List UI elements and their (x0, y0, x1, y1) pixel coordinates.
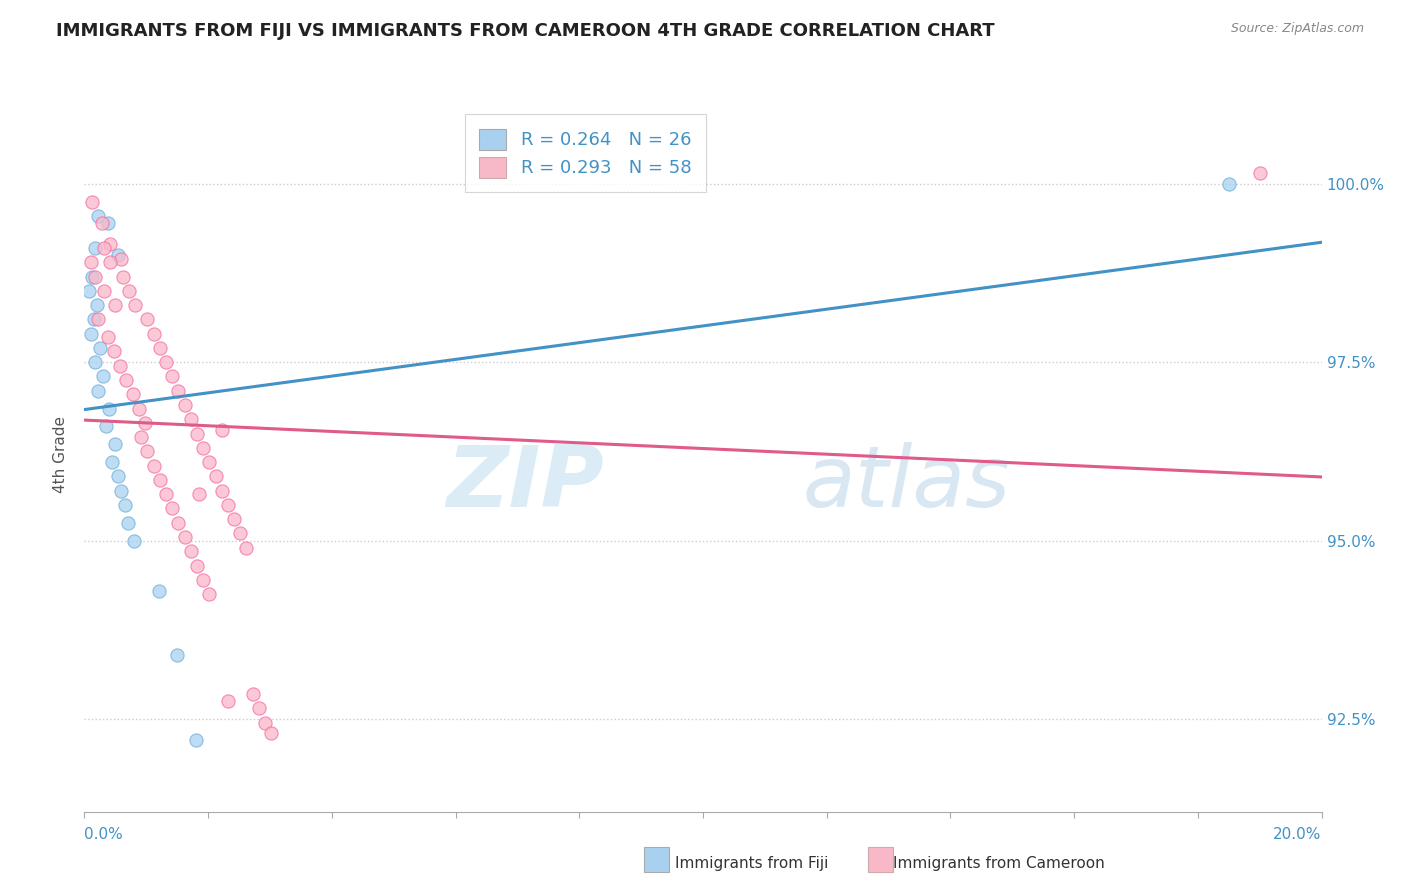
Text: IMMIGRANTS FROM FIJI VS IMMIGRANTS FROM CAMEROON 4TH GRADE CORRELATION CHART: IMMIGRANTS FROM FIJI VS IMMIGRANTS FROM … (56, 22, 995, 40)
Point (149, 473, 172, 487)
Point (93, 284, 115, 298)
Point (186, 558, 208, 573)
Point (110, 252, 132, 266)
Point (107, 469, 129, 483)
Point (110, 359, 132, 373)
Point (198, 587, 221, 601)
Point (173, 398, 195, 412)
Point (222, 512, 245, 526)
Text: ZIP: ZIP (446, 442, 605, 525)
Point (114, 498, 136, 512)
Point (87, 312, 110, 326)
Point (80, 194, 103, 209)
Y-axis label: 4th Grade: 4th Grade (53, 417, 69, 493)
Point (166, 648, 188, 662)
Point (229, 526, 252, 541)
Text: 0.0%: 0.0% (84, 827, 124, 841)
Point (97, 216, 120, 230)
Point (134, 416, 156, 430)
Point (103, 344, 125, 359)
Point (87, 209, 110, 223)
Point (211, 483, 233, 498)
Point (260, 726, 283, 740)
Point (167, 384, 190, 398)
Point (217, 694, 239, 708)
Point (98, 401, 121, 416)
Point (79, 284, 101, 298)
Point (79, 326, 101, 341)
Point (136, 444, 159, 458)
Point (149, 341, 172, 355)
Point (242, 687, 264, 701)
Point (1218, 177, 1240, 191)
Point (191, 441, 214, 455)
Point (184, 733, 207, 747)
Point (80, 269, 103, 284)
Point (104, 437, 127, 451)
Point (111, 269, 134, 284)
Text: Source: ZipAtlas.com: Source: ZipAtlas.com (1230, 22, 1364, 36)
Point (93, 241, 115, 255)
Point (118, 284, 141, 298)
Point (98, 255, 121, 269)
Point (211, 423, 233, 437)
Point (155, 355, 177, 369)
Bar (868, 847, 893, 872)
Point (160, 369, 183, 384)
Bar (644, 847, 669, 872)
Text: Immigrants from Cameroon: Immigrants from Cameroon (893, 856, 1105, 871)
Point (84, 355, 107, 369)
Point (180, 412, 202, 426)
Point (110, 483, 132, 498)
Point (94, 419, 117, 434)
Point (101, 455, 124, 469)
Point (117, 516, 139, 530)
Point (253, 715, 276, 730)
Point (160, 501, 183, 516)
Point (107, 248, 129, 262)
Point (89, 341, 111, 355)
Text: Immigrants from Fiji: Immigrants from Fiji (675, 856, 828, 871)
Point (98, 237, 121, 252)
Point (191, 573, 214, 587)
Point (142, 326, 165, 341)
Point (90, 216, 112, 230)
Point (122, 533, 145, 548)
Point (180, 544, 202, 558)
Point (235, 541, 257, 555)
Point (104, 298, 127, 312)
Point (121, 387, 143, 401)
Point (1249, 166, 1271, 180)
Point (83, 312, 105, 326)
Point (91, 369, 114, 384)
Point (84, 241, 107, 255)
Point (167, 516, 190, 530)
Point (84, 269, 107, 284)
Point (79, 255, 101, 269)
Point (86, 298, 108, 312)
Point (115, 373, 138, 387)
Point (87, 384, 110, 398)
Point (129, 430, 152, 444)
Point (247, 701, 270, 715)
Legend: R = 0.264   N = 26, R = 0.293   N = 58: R = 0.264 N = 26, R = 0.293 N = 58 (464, 114, 706, 192)
Point (124, 298, 146, 312)
Point (204, 469, 226, 483)
Point (187, 487, 209, 501)
Text: 20.0%: 20.0% (1274, 827, 1322, 841)
Point (97, 330, 120, 344)
Point (155, 487, 177, 501)
Point (198, 455, 221, 469)
Point (136, 312, 159, 326)
Point (142, 458, 165, 473)
Point (128, 401, 150, 416)
Point (148, 583, 170, 598)
Point (217, 498, 239, 512)
Point (186, 426, 208, 441)
Point (173, 530, 195, 544)
Text: atlas: atlas (801, 442, 1010, 525)
